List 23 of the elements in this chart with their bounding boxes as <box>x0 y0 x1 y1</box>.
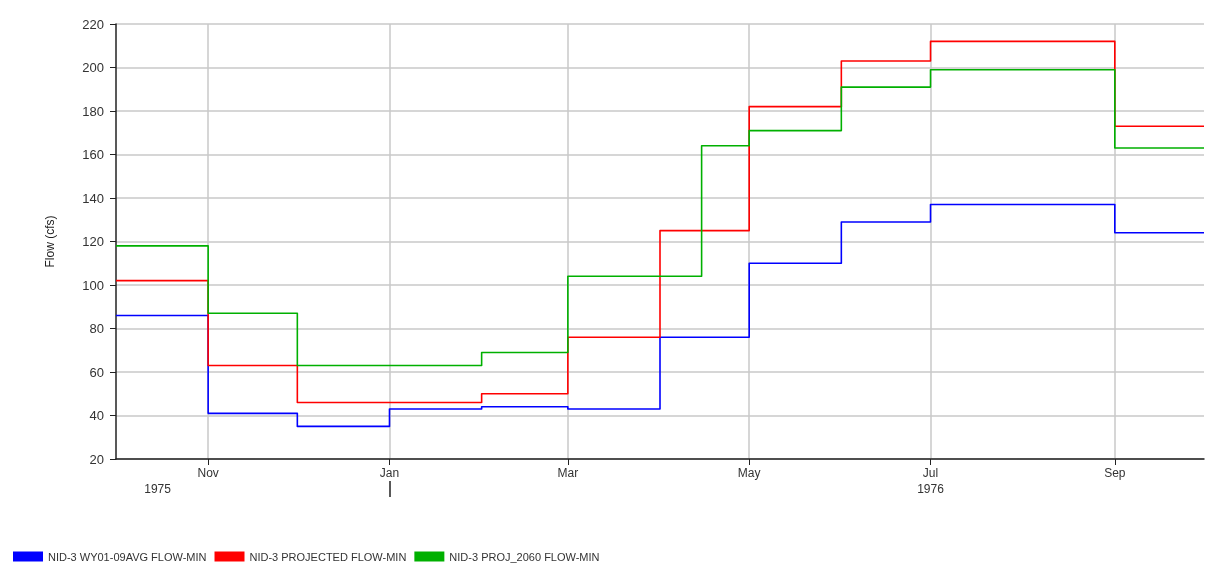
y-tick-label: 40 <box>89 408 104 423</box>
y-tick-label: 120 <box>82 234 104 249</box>
x-tick-label: May <box>737 466 761 480</box>
x2-tick-label: 1975 <box>144 482 172 496</box>
x-tick-label: Jul <box>922 466 939 480</box>
y-tick-label: 20 <box>89 451 104 467</box>
x-tick-label: Sep <box>1104 466 1126 480</box>
x-tick-label: Nov <box>197 466 219 480</box>
y-tick-label: 180 <box>82 103 104 119</box>
y-tick-label: 100 <box>82 277 104 293</box>
x2-tick-label: 1976 <box>917 482 945 496</box>
x-tick-label: Mar <box>557 466 579 480</box>
y-axis-title: Flow (cfs) <box>43 215 57 268</box>
y-tick-label: 140 <box>82 190 104 206</box>
y-tick-label: 80 <box>89 321 104 336</box>
legend-label: NID-3 WY01-09AVG FLOW-MIN <box>48 550 207 563</box>
legend-label: NID-3 PROJ_2060 FLOW-MIN <box>449 550 600 563</box>
legend-label: NID-3 PROJECTED FLOW-MIN <box>249 550 407 563</box>
y-tick-label: 220 <box>82 16 104 32</box>
x-tick-label: Jan <box>379 466 400 480</box>
y-tick-label: 160 <box>82 147 104 162</box>
y-tick-label: 60 <box>89 364 104 380</box>
y-tick-label: 200 <box>82 60 104 75</box>
